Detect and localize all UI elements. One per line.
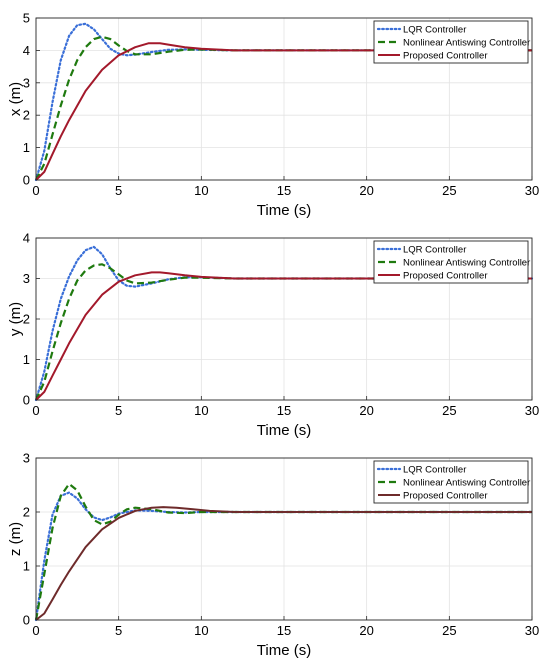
x-axis-label: Time (s) [257,202,311,219]
x-tick-label: 15 [277,403,291,418]
x-tick-label: 20 [359,403,373,418]
y-tick-label: 4 [23,231,30,246]
series-line-3 [35,506,532,621]
x-tick-label: 10 [194,623,208,638]
legend-label: LQR Controller [403,465,466,476]
subplot-1: 0 5 10 15 20 25 30 0 1 2 3 4 5 Time (s) x (m) LQR Contr… [7,11,539,220]
x-tick-label: 15 [277,183,291,198]
y-tick-label: 3 [23,271,30,286]
x-tick-label: 15 [277,623,291,638]
x-tick-label: 5 [115,403,122,418]
subplot-2: 0 5 10 15 20 25 30 0 1 2 3 4 Time (s) y (m) LQR Contro… [7,231,539,440]
legend: LQR Controller Nonlinear Antiswing Contro… [373,20,530,64]
y-tick-label: 3 [23,451,30,466]
y-tick-label: 3 [23,75,30,90]
y-axis-label: x (m) [7,82,24,116]
y-tick-label: 4 [23,43,30,58]
x-tick-label: 30 [525,403,539,418]
series-line-3 [35,42,532,181]
x-tick-label: 0 [32,403,39,418]
x-tick-label: 25 [442,183,456,198]
legend-label: Nonlinear Antiswing Controller [403,478,530,489]
x-tick-label: 20 [359,183,373,198]
y-tick-label: 1 [23,559,30,574]
y-tick-label: 2 [23,312,30,327]
x-tick-label: 0 [32,183,39,198]
legend-label: Nonlinear Antiswing Controller [403,38,530,49]
x-tick-label: 5 [115,623,122,638]
series-line-3 [35,271,532,401]
legend: LQR Controller Nonlinear Antiswing Contro… [373,460,530,504]
series-line-2 [34,482,532,621]
subplot-3: 0 5 10 15 20 25 30 0 1 2 3 Time (s) z (m) LQR Control… [7,451,539,660]
x-tick-label: 30 [525,623,539,638]
series-line-1 [34,245,534,402]
x-tick-label: 25 [442,403,456,418]
legend-label: Nonlinear Antiswing Controller [403,258,530,269]
legend: LQR Controller Nonlinear Antiswing Contro… [373,240,530,284]
legend-label: Proposed Controller [403,51,488,62]
y-tick-label: 0 [23,393,30,408]
y-tick-label: 0 [23,173,30,188]
y-tick-label: 1 [23,140,30,155]
x-tick-label: 25 [442,623,456,638]
y-axis-label: z (m) [7,522,24,556]
series-line-2 [34,263,532,401]
x-axis-label: Time (s) [257,642,311,659]
x-tick-label: 10 [194,183,208,198]
legend-label: Proposed Controller [403,491,488,502]
legend-label: LQR Controller [403,25,466,36]
y-tick-label: 2 [23,505,30,520]
y-tick-label: 2 [23,108,30,123]
x-tick-label: 5 [115,183,122,198]
x-tick-label: 20 [359,623,373,638]
y-tick-label: 5 [23,11,30,26]
legend-label: Proposed Controller [403,271,488,282]
x-tick-label: 30 [525,183,539,198]
legend-label: LQR Controller [403,245,466,256]
y-tick-label: 1 [23,352,30,367]
x-tick-label: 10 [194,403,208,418]
y-tick-label: 0 [23,613,30,628]
y-axis-label: y (m) [7,302,24,336]
x-axis-label: Time (s) [257,422,311,439]
x-tick-label: 0 [32,623,39,638]
